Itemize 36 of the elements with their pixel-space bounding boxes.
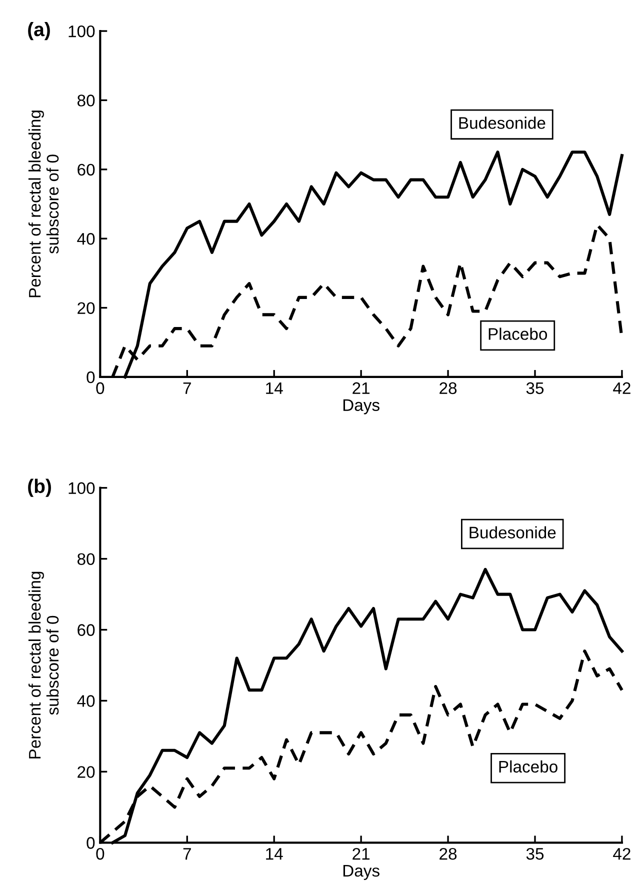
y-tick-label: 80 (78, 94, 95, 106)
x-tick-label: 14 (266, 382, 283, 394)
series-label: Placebo (488, 328, 548, 340)
x-tick-label: 35 (526, 382, 544, 394)
text: Budesonide (470, 526, 556, 538)
y-tick-label: 100 (68, 25, 95, 38)
x-tick-label: 7 (183, 382, 191, 394)
x-tick-label: 35 (526, 848, 544, 860)
x-axis-title: Days (343, 399, 380, 414)
x-tick-label: 42 (613, 848, 630, 860)
x-tick-label: 0 (96, 382, 104, 394)
chart-title: (a) (28, 22, 50, 40)
y-tick-label: 20 (78, 302, 95, 314)
y-tick-label: 60 (78, 164, 95, 176)
x-axis-title: Days (343, 865, 380, 880)
y-tick-label: 100 (68, 482, 95, 494)
y-axis-title: Percent of rectal bleeding subscore of 0 (28, 110, 59, 298)
x-tick-label: 14 (266, 848, 283, 860)
x-tick-label: 28 (440, 382, 457, 394)
x-tick-label: 28 (440, 848, 457, 860)
series-label: Placebo (499, 760, 558, 773)
series-label: Budesonide (459, 116, 546, 129)
x-tick-label: 42 (613, 382, 630, 394)
y-tick-label: 0 (86, 837, 95, 849)
x-tick-label: 0 (96, 848, 104, 860)
y-tick-label: 80 (78, 553, 95, 566)
chart-title: (b) (28, 478, 51, 497)
x-tick-label: 21 (352, 382, 370, 394)
y-tick-label: 60 (78, 624, 95, 636)
x-tick-label: 7 (183, 848, 191, 860)
y-tick-label: 40 (77, 233, 95, 245)
y-axis-title: Percent of rectal bleeding subscore of 0 (28, 572, 59, 758)
y-tick-label: 0 (86, 371, 95, 384)
x-tick-label: 21 (352, 848, 370, 860)
y-tick-label: 20 (78, 766, 95, 778)
y-tick-label: 40 (77, 695, 95, 707)
